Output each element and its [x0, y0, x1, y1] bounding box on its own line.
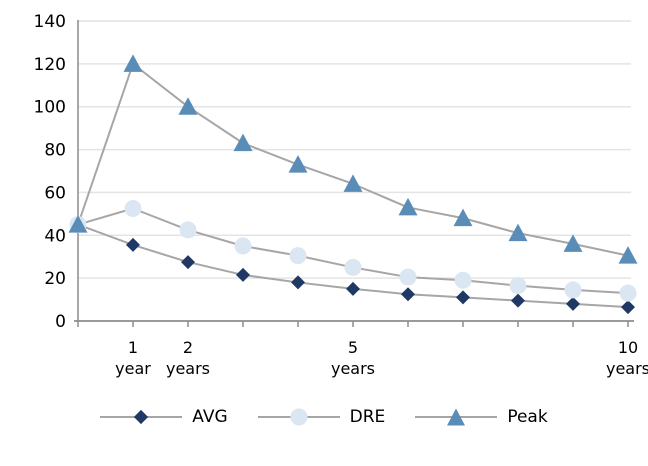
- svg-text:60: 60: [44, 183, 66, 203]
- legend: AVG DRE Peak: [0, 406, 648, 428]
- svg-text:120: 120: [34, 55, 66, 75]
- svg-text:years: years: [166, 359, 210, 378]
- legend-entry-dre: DRE: [257, 406, 386, 428]
- svg-text:10: 10: [618, 338, 638, 357]
- svg-text:140: 140: [34, 12, 66, 32]
- legend-entry-peak: Peak: [415, 406, 548, 428]
- legend-entry-avg: AVG: [100, 406, 228, 428]
- svg-text:20: 20: [44, 269, 66, 289]
- legend-label-avg: AVG: [192, 407, 228, 427]
- legend-label-dre: DRE: [349, 407, 386, 427]
- svg-text:year: year: [115, 359, 151, 378]
- peak-legend-swatch: [415, 406, 498, 428]
- legend-label-peak: Peak: [507, 407, 548, 427]
- svg-text:years: years: [331, 359, 375, 378]
- plot-area: 0 20 40 60 80 100 120 140 1 year 2 years 5 years 10 yea…: [34, 12, 648, 378]
- svg-text:years: years: [606, 359, 648, 378]
- svg-text:0: 0: [55, 312, 66, 332]
- svg-text:40: 40: [44, 226, 66, 246]
- diamond-icon: [134, 409, 149, 425]
- triangle-icon: [447, 408, 466, 426]
- avg-legend-swatch: [100, 406, 183, 428]
- svg-text:100: 100: [34, 98, 66, 118]
- svg-text:5: 5: [348, 338, 358, 357]
- dre-legend-swatch: [257, 406, 340, 428]
- circle-icon: [290, 408, 308, 426]
- svg-text:2: 2: [183, 338, 193, 357]
- svg-text:80: 80: [44, 141, 66, 161]
- svg-text:1: 1: [128, 338, 138, 357]
